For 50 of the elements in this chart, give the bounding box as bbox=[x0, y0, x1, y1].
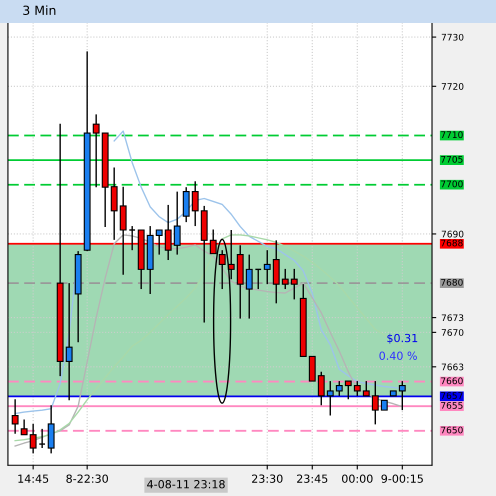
candlestick bbox=[192, 180, 199, 227]
y-tick-label: 7720 bbox=[442, 83, 464, 90]
chart-title: 3 Min bbox=[23, 5, 56, 16]
candlestick bbox=[30, 423, 37, 454]
ref-line-label: 7700 bbox=[441, 180, 463, 188]
candlestick bbox=[92, 114, 100, 188]
candlestick bbox=[66, 282, 73, 401]
candlestick bbox=[246, 254, 253, 320]
candlestick bbox=[398, 380, 406, 411]
ref-line-label: 7655 bbox=[441, 402, 463, 409]
y-tick-label: 7673 bbox=[442, 314, 464, 322]
candlestick bbox=[336, 380, 343, 397]
y-tick-label: 7730 bbox=[442, 34, 464, 41]
candlestick bbox=[38, 428, 46, 449]
annotation: 0.40 % bbox=[379, 352, 417, 360]
x-tick-label: 23:45 bbox=[297, 474, 328, 483]
y-tick-label: 7690 bbox=[442, 230, 464, 238]
candlestick bbox=[12, 398, 19, 434]
x-tick-label: 00:00 bbox=[342, 474, 373, 483]
candlestick bbox=[218, 249, 226, 290]
ref-line-label: 7688 bbox=[441, 240, 463, 246]
candlestick bbox=[174, 190, 181, 256]
ref-line-label: 7660 bbox=[441, 377, 463, 384]
x-tick-label: 14:45 bbox=[18, 474, 48, 483]
x-tick-label: 9-00:15 bbox=[381, 474, 423, 483]
candlestick bbox=[318, 371, 325, 406]
y-tick-label: 7663 bbox=[442, 364, 464, 370]
candlestick bbox=[20, 418, 28, 436]
x-tick-label: 23:30 bbox=[252, 474, 283, 483]
candlestick bbox=[362, 380, 370, 397]
candlestick bbox=[344, 380, 352, 400]
annotation: $0.31 bbox=[387, 334, 418, 344]
candlestick bbox=[156, 229, 163, 256]
candlestick bbox=[254, 268, 262, 290]
candlestick bbox=[354, 380, 361, 397]
candlestick bbox=[264, 249, 271, 285]
ref-line-label: 7710 bbox=[441, 131, 463, 138]
y-tick-label: 7670 bbox=[442, 329, 464, 336]
candlestick bbox=[372, 380, 379, 426]
ref-line-label: 7705 bbox=[441, 156, 463, 163]
x-tick-label: 8-22:30 bbox=[66, 474, 108, 483]
candlestick bbox=[164, 204, 172, 261]
text: 4-08-11 23:18 bbox=[147, 480, 225, 488]
ref-line-label: 7680 bbox=[441, 278, 463, 286]
ref-line-label: 7657 bbox=[441, 392, 463, 399]
ref-line-label: 7650 bbox=[441, 426, 463, 434]
candlestick bbox=[326, 380, 334, 416]
candlestick bbox=[290, 268, 298, 300]
candlestick bbox=[380, 400, 388, 411]
candlestick bbox=[282, 268, 289, 290]
